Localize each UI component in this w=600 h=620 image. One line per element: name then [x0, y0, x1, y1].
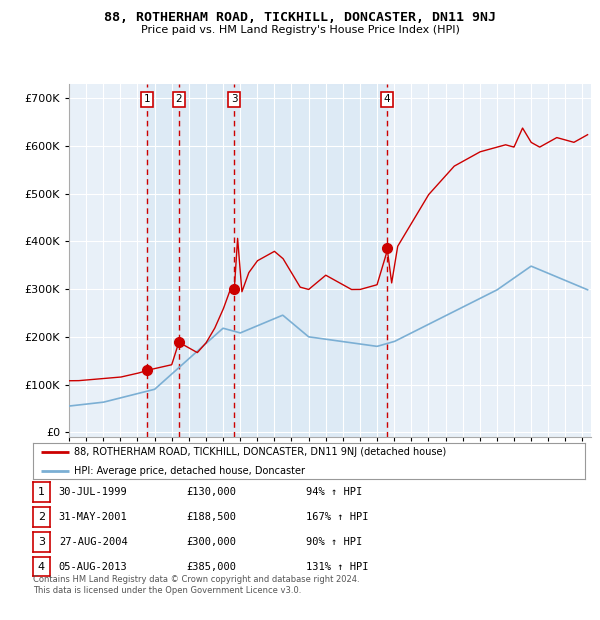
Text: 88, ROTHERHAM ROAD, TICKHILL, DONCASTER, DN11 9NJ: 88, ROTHERHAM ROAD, TICKHILL, DONCASTER,… [104, 11, 496, 24]
Text: 2: 2 [38, 512, 45, 522]
Text: 2: 2 [176, 94, 182, 104]
Text: 27-AUG-2004: 27-AUG-2004 [59, 537, 128, 547]
Text: £385,000: £385,000 [186, 562, 236, 572]
Text: 167% ↑ HPI: 167% ↑ HPI [306, 512, 368, 522]
Text: £130,000: £130,000 [186, 487, 236, 497]
Text: 31-MAY-2001: 31-MAY-2001 [59, 512, 128, 522]
Text: 1: 1 [144, 94, 151, 104]
Text: Price paid vs. HM Land Registry's House Price Index (HPI): Price paid vs. HM Land Registry's House … [140, 25, 460, 35]
Text: 3: 3 [38, 537, 45, 547]
Text: 94% ↑ HPI: 94% ↑ HPI [306, 487, 362, 497]
Text: £188,500: £188,500 [186, 512, 236, 522]
Text: 30-JUL-1999: 30-JUL-1999 [59, 487, 128, 497]
Text: 4: 4 [38, 562, 45, 572]
Text: 1: 1 [38, 487, 45, 497]
Text: HPI: Average price, detached house, Doncaster: HPI: Average price, detached house, Donc… [74, 466, 305, 476]
Text: This data is licensed under the Open Government Licence v3.0.: This data is licensed under the Open Gov… [33, 586, 301, 595]
Text: 131% ↑ HPI: 131% ↑ HPI [306, 562, 368, 572]
Text: 4: 4 [384, 94, 391, 104]
Text: 05-AUG-2013: 05-AUG-2013 [59, 562, 128, 572]
Text: Contains HM Land Registry data © Crown copyright and database right 2024.: Contains HM Land Registry data © Crown c… [33, 575, 359, 584]
Text: £300,000: £300,000 [186, 537, 236, 547]
Bar [148, 84, 387, 437]
Text: 3: 3 [231, 94, 238, 104]
Text: 90% ↑ HPI: 90% ↑ HPI [306, 537, 362, 547]
Text: 88, ROTHERHAM ROAD, TICKHILL, DONCASTER, DN11 9NJ (detached house): 88, ROTHERHAM ROAD, TICKHILL, DONCASTER,… [74, 446, 446, 457]
